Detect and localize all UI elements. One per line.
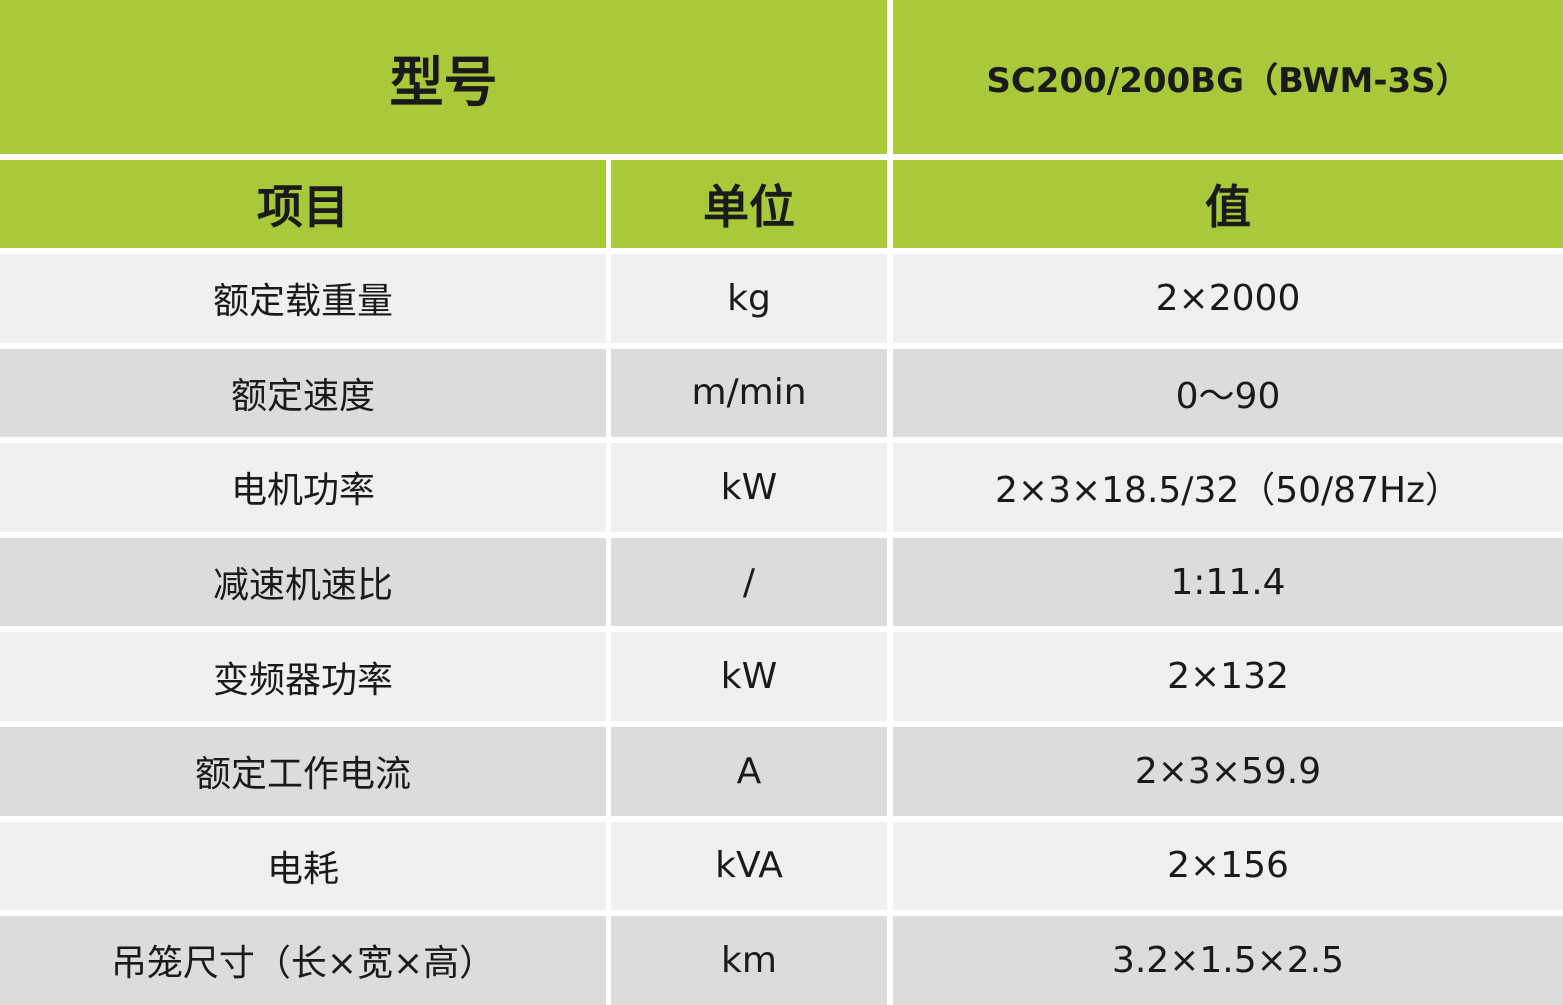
table-cell: kW xyxy=(611,632,887,721)
table-cell: kg xyxy=(611,254,887,343)
table-cell: 减速机速比 xyxy=(0,537,606,627)
table-cell: 2×3×59.9 xyxy=(893,727,1563,816)
table-cell: A xyxy=(611,727,887,816)
column-header: 值 xyxy=(893,160,1563,248)
model-label: 型号 xyxy=(0,0,887,154)
table-cell: 额定速度 xyxy=(0,348,606,438)
column-header: 单位 xyxy=(611,160,887,248)
table-cell: 吊笼尺寸（长×宽×高） xyxy=(0,916,606,1005)
table-cell: kW xyxy=(611,443,887,532)
table-cell: 额定工作电流 xyxy=(0,727,606,816)
table-cell: 电机功率 xyxy=(0,443,606,532)
table-cell: kVA xyxy=(611,821,887,911)
table-cell: 1:11.4 xyxy=(893,537,1563,627)
table-cell: / xyxy=(611,537,887,627)
table-cell: 变频器功率 xyxy=(0,632,606,721)
table-cell: 3.2×1.5×2.5 xyxy=(893,916,1563,1005)
table-cell: 2×132 xyxy=(893,632,1563,721)
column-header: 项目 xyxy=(0,160,606,248)
table-cell: 2×3×18.5/32（50/87Hz） xyxy=(893,443,1563,532)
table-cell: 2×2000 xyxy=(893,254,1563,343)
table-cell: 2×156 xyxy=(893,821,1563,911)
table-cell: m/min xyxy=(611,348,887,438)
table-cell: 电耗 xyxy=(0,821,606,911)
model-value: SC200/200BG（BWM-3S） xyxy=(893,0,1563,154)
table-cell: km xyxy=(611,916,887,1005)
table-cell: 0～90 xyxy=(893,348,1563,438)
table-cell: 额定载重量 xyxy=(0,254,606,343)
